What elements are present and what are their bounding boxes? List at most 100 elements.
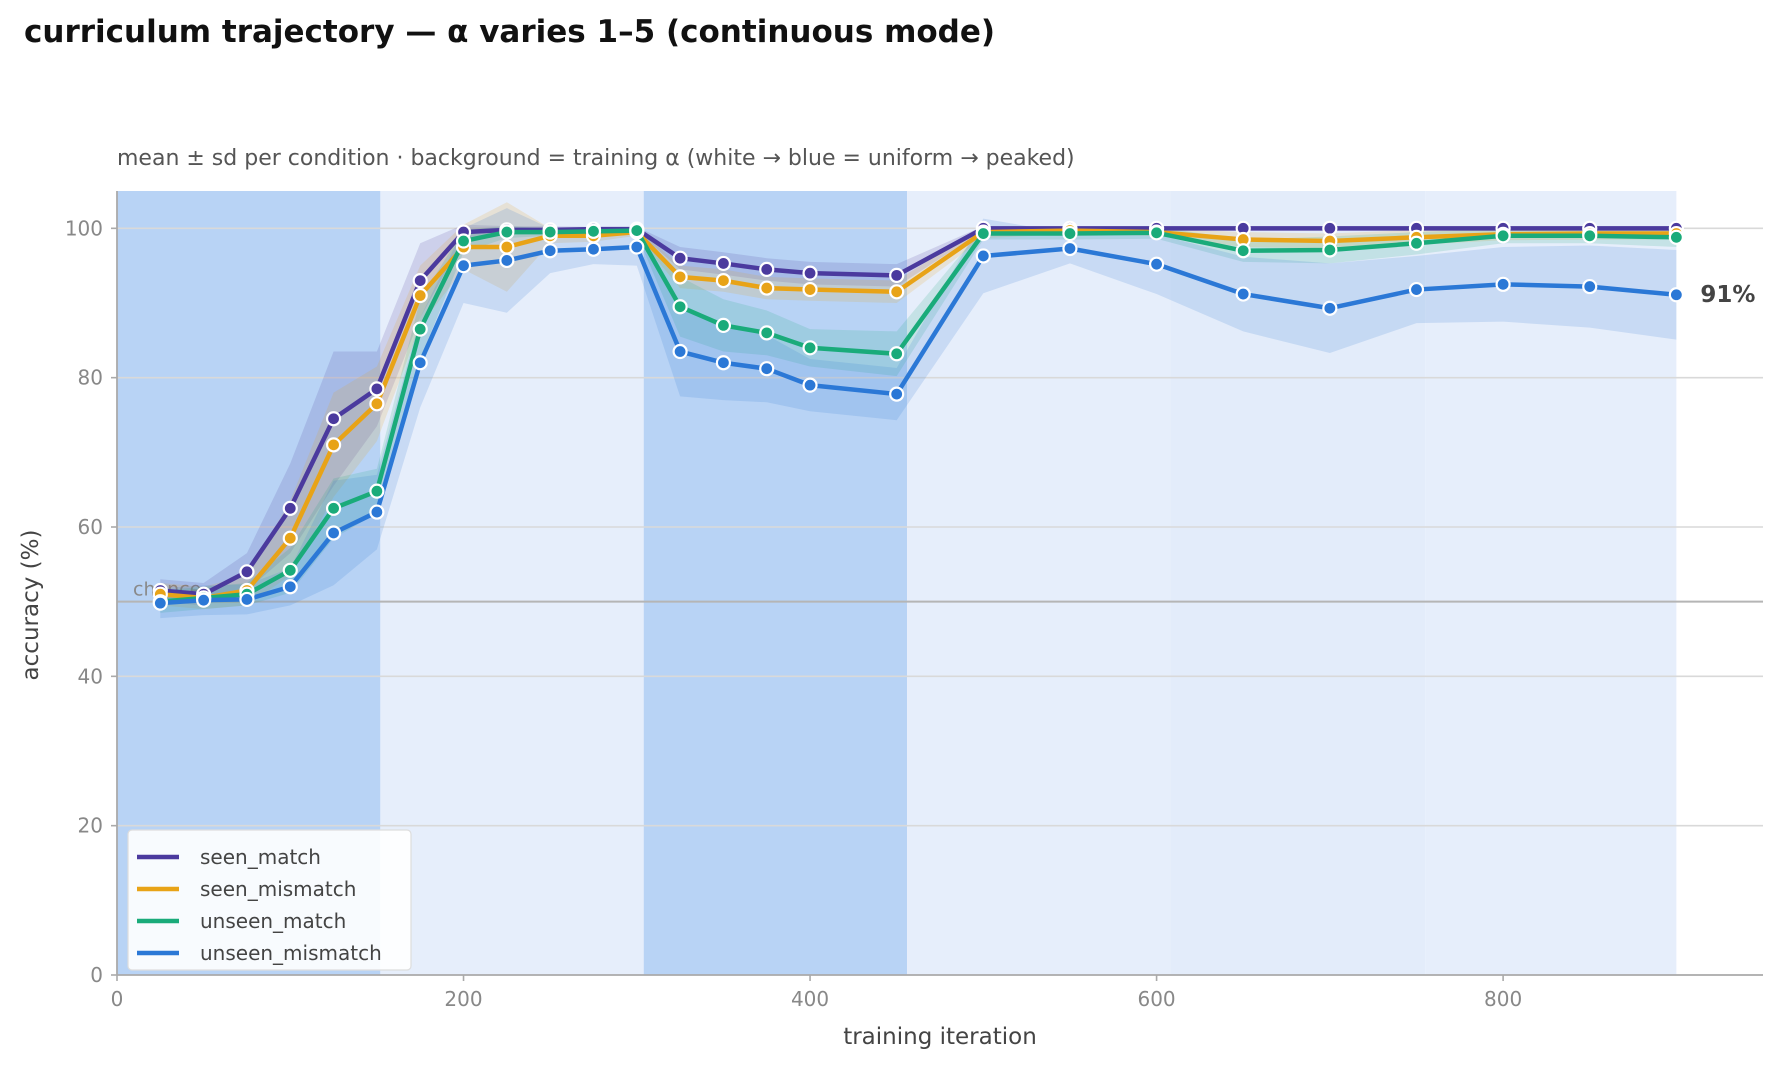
data-point-unseen_mismatch-300 bbox=[629, 239, 645, 255]
chart-title: curriculum trajectory — α varies 1–5 (co… bbox=[24, 14, 996, 50]
data-point-unseen_match-175 bbox=[412, 321, 428, 337]
data-point-unseen_match-400 bbox=[802, 340, 818, 356]
x-axis-label: training iteration bbox=[843, 1024, 1037, 1050]
data-point-unseen_mismatch-400 bbox=[802, 377, 818, 393]
data-point-unseen_mismatch-350 bbox=[715, 355, 732, 371]
end-value-label: 91% bbox=[1700, 282, 1755, 308]
data-point-seen_match-125 bbox=[325, 411, 342, 427]
data-point-unseen_mismatch-250 bbox=[542, 243, 558, 259]
data-point-unseen_match-250 bbox=[542, 224, 558, 240]
legend-label-seen_match: seen_match bbox=[200, 845, 321, 869]
y-tick-label-20: 20 bbox=[78, 814, 103, 838]
end-annotation-group: 91% bbox=[1700, 282, 1755, 308]
data-point-unseen_mismatch-175 bbox=[412, 355, 428, 371]
series-line-unseen_mismatch bbox=[158, 244, 1679, 606]
data-point-unseen_match-275 bbox=[585, 223, 602, 239]
tick-labels: 0 200 400 600 800 0 20 40 60 80 100 bbox=[65, 216, 1522, 1011]
data-point-unseen_mismatch-800 bbox=[1495, 276, 1511, 292]
axes bbox=[116, 191, 1763, 976]
data-point-unseen_mismatch-150 bbox=[369, 504, 385, 520]
data-point-seen_mismatch-400 bbox=[802, 281, 818, 298]
sd-ribbon-seen_mismatch bbox=[160, 202, 1677, 610]
data-point-unseen_mismatch-50 bbox=[196, 592, 212, 608]
data-point-unseen_mismatch-700 bbox=[1322, 300, 1338, 316]
data-point-seen_mismatch-325 bbox=[672, 269, 688, 285]
data-point-unseen_match-100 bbox=[282, 562, 298, 578]
legend-label-unseen_match: unseen_match bbox=[200, 909, 346, 933]
series-line-seen_match bbox=[158, 226, 1679, 597]
y-tick-label-0: 0 bbox=[90, 963, 103, 987]
data-point-unseen_match-150 bbox=[369, 483, 385, 499]
data-point-unseen_match-225 bbox=[499, 224, 515, 240]
y-axis-label: accuracy (%) bbox=[18, 530, 44, 681]
data-point-unseen_mismatch-125 bbox=[325, 525, 342, 541]
data-point-unseen_mismatch-100 bbox=[282, 579, 298, 595]
data-point-unseen_mismatch-325 bbox=[672, 343, 688, 360]
data-point-unseen_match-600 bbox=[1148, 225, 1165, 241]
data-point-unseen_match-500 bbox=[975, 225, 991, 242]
alpha-band-3 bbox=[643, 191, 908, 975]
x-tick-label-400: 400 bbox=[791, 987, 829, 1011]
data-point-unseen_mismatch-75 bbox=[239, 591, 255, 608]
data-point-seen_mismatch-350 bbox=[715, 273, 732, 289]
sd-ribbon-unseen_mismatch bbox=[160, 208, 1677, 619]
data-point-unseen_mismatch-500 bbox=[975, 248, 991, 264]
data-point-seen_mismatch-175 bbox=[412, 287, 428, 304]
y-tick-label-40: 40 bbox=[78, 664, 103, 688]
alpha-band-6 bbox=[1425, 191, 1677, 975]
data-point-unseen_mismatch-200 bbox=[455, 258, 472, 274]
data-point-unseen_match-375 bbox=[759, 325, 775, 341]
data-point-unseen_match-800 bbox=[1495, 228, 1511, 244]
data-point-unseen_match-550 bbox=[1062, 225, 1078, 242]
data-point-unseen_mismatch-25 bbox=[152, 595, 168, 611]
data-point-seen_match-100 bbox=[282, 500, 298, 516]
data-point-unseen_mismatch-275 bbox=[585, 241, 602, 257]
data-point-unseen_match-300 bbox=[629, 222, 645, 239]
data-point-seen_match-400 bbox=[802, 265, 818, 281]
data-point-unseen_mismatch-900 bbox=[1668, 287, 1684, 303]
data-point-unseen_mismatch-225 bbox=[499, 252, 515, 269]
series-points bbox=[152, 220, 1684, 611]
data-point-unseen_match-350 bbox=[715, 317, 732, 333]
legend: seen_match seen_mismatch unseen_matchunsee… bbox=[127, 829, 412, 971]
legend-box bbox=[127, 829, 412, 971]
data-point-unseen_match-200 bbox=[455, 233, 472, 249]
data-point-unseen_match-750 bbox=[1408, 235, 1425, 251]
data-point-seen_mismatch-225 bbox=[499, 239, 515, 255]
data-point-seen_match-350 bbox=[715, 255, 732, 272]
data-point-seen_mismatch-100 bbox=[282, 530, 298, 546]
series-line-seen_mismatch bbox=[158, 228, 1679, 601]
data-point-unseen_mismatch-750 bbox=[1408, 281, 1425, 298]
data-point-unseen_match-125 bbox=[325, 500, 342, 516]
alpha-background-bands bbox=[117, 191, 1677, 975]
x-tick-label-600: 600 bbox=[1137, 987, 1175, 1011]
data-point-seen_match-150 bbox=[369, 381, 385, 397]
data-point-unseen_match-700 bbox=[1322, 242, 1338, 258]
alpha-band-5 bbox=[1170, 191, 1426, 975]
data-point-seen_match-175 bbox=[412, 273, 428, 289]
data-point-seen_match-700 bbox=[1322, 220, 1338, 236]
data-point-seen_match-375 bbox=[759, 261, 775, 277]
data-point-unseen_mismatch-375 bbox=[759, 361, 775, 377]
data-point-seen_mismatch-375 bbox=[759, 280, 775, 296]
data-point-seen_match-325 bbox=[672, 250, 688, 266]
data-point-seen_match-450 bbox=[889, 267, 905, 283]
y-tick-label-80: 80 bbox=[78, 366, 103, 390]
y-tick-label-60: 60 bbox=[78, 515, 103, 539]
data-point-unseen_mismatch-600 bbox=[1148, 256, 1165, 272]
data-point-unseen_mismatch-450 bbox=[889, 386, 905, 402]
x-tick-label-800: 800 bbox=[1484, 987, 1522, 1011]
sd-ribbons bbox=[160, 202, 1677, 619]
legend-label-unseen_mismatch: unseen_mismatch bbox=[200, 941, 382, 965]
data-point-seen_match-75 bbox=[239, 564, 255, 580]
data-point-unseen_mismatch-650 bbox=[1235, 286, 1251, 302]
chart-subtitle: mean ± sd per condition · background = t… bbox=[117, 146, 1075, 171]
data-point-unseen_mismatch-850 bbox=[1582, 278, 1598, 295]
data-point-seen_mismatch-125 bbox=[325, 437, 342, 453]
data-point-unseen_match-650 bbox=[1235, 243, 1251, 259]
data-point-seen_mismatch-450 bbox=[889, 284, 905, 300]
data-point-unseen_match-325 bbox=[672, 299, 688, 315]
data-point-unseen_mismatch-550 bbox=[1062, 240, 1078, 257]
data-point-unseen_match-900 bbox=[1668, 229, 1684, 245]
series-line-unseen_match bbox=[158, 228, 1679, 604]
